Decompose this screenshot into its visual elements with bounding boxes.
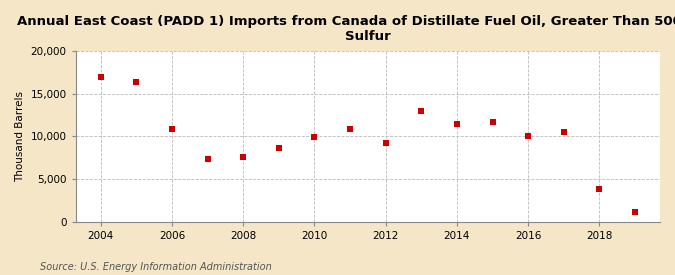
Point xyxy=(131,80,142,84)
Point xyxy=(202,157,213,162)
Point xyxy=(522,133,533,138)
Text: Source: U.S. Energy Information Administration: Source: U.S. Energy Information Administ… xyxy=(40,262,272,272)
Point xyxy=(238,155,248,159)
Point xyxy=(558,130,569,134)
Point xyxy=(380,141,391,145)
Title: Annual East Coast (PADD 1) Imports from Canada of Distillate Fuel Oil, Greater T: Annual East Coast (PADD 1) Imports from … xyxy=(17,15,675,43)
Point xyxy=(630,210,641,214)
Y-axis label: Thousand Barrels: Thousand Barrels xyxy=(15,91,25,182)
Point xyxy=(487,120,498,124)
Point xyxy=(95,75,106,79)
Point xyxy=(345,126,356,131)
Point xyxy=(452,122,462,127)
Point xyxy=(416,109,427,113)
Point xyxy=(594,187,605,191)
Point xyxy=(273,146,284,150)
Point xyxy=(309,135,320,139)
Point xyxy=(167,126,178,131)
